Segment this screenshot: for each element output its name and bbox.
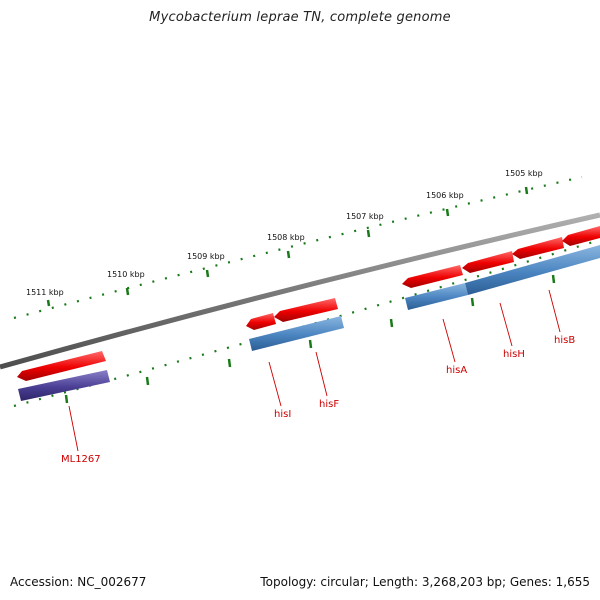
inner-major-tick xyxy=(145,376,150,386)
leader-hisb xyxy=(548,289,561,333)
kbp-label: 1505 kbp xyxy=(505,169,543,178)
inner-major-tick xyxy=(470,297,475,307)
gene-label-hish[interactable]: hisH xyxy=(503,349,525,360)
cds-bars xyxy=(18,245,600,401)
genome-backbone xyxy=(0,212,600,370)
leader-hisf xyxy=(315,351,328,397)
kbp-major-tick xyxy=(524,186,529,195)
cds-bar-his-right-b[interactable] xyxy=(465,245,600,295)
cds-bar-his-left[interactable] xyxy=(249,316,344,351)
leader-ml1267 xyxy=(68,405,79,452)
leader-hisa xyxy=(442,318,456,363)
inner-major-tick xyxy=(227,358,232,368)
kbp-major-tick xyxy=(46,299,51,307)
gene-label-hisi[interactable]: hisI xyxy=(274,409,291,420)
gene-label-hisa[interactable]: hisA xyxy=(446,365,467,376)
gene-arrow-next[interactable] xyxy=(562,226,600,246)
kbp-major-tick xyxy=(445,208,450,217)
kbp-label: 1506 kbp xyxy=(426,191,464,200)
outer-scale-dots xyxy=(13,175,583,320)
gene-label-ml1267[interactable]: ML1267 xyxy=(61,454,101,465)
gene-arrow-hisa[interactable] xyxy=(402,265,463,288)
accession-text: Accession: NC_002677 xyxy=(10,575,147,589)
kbp-label: 1509 kbp xyxy=(187,252,225,261)
leader-hish xyxy=(499,302,513,347)
gene-arrow-hish[interactable] xyxy=(462,251,514,273)
genome-title: Mycobacterium leprae TN, complete genome xyxy=(149,10,451,25)
kbp-label: 1507 kbp xyxy=(346,212,384,221)
leader-hisi xyxy=(268,361,282,407)
gene-arrow-hisf[interactable] xyxy=(274,298,338,322)
gene-arrows xyxy=(17,226,600,381)
cds-bar-his-right-a[interactable] xyxy=(405,283,468,310)
inner-major-tick xyxy=(389,318,394,328)
gene-label-leaders xyxy=(68,289,561,452)
gene-labels: ML1267 hisI hisF hisA hisH hisB xyxy=(61,335,575,465)
inner-major-tick xyxy=(551,274,556,284)
outer-scale: 1511 kbp 1510 kbp 1509 kbp 1508 kbp 1507… xyxy=(13,169,583,320)
gene-label-hisf[interactable]: hisF xyxy=(319,399,339,410)
kbp-label: 1510 kbp xyxy=(107,270,145,279)
inner-major-tick xyxy=(308,339,313,349)
inner-major-tick xyxy=(64,394,69,404)
kbp-label: 1511 kbp xyxy=(26,288,64,297)
kbp-label: 1508 kbp xyxy=(267,233,305,242)
cds-bar-ml1267[interactable] xyxy=(18,370,110,401)
gene-label-hisb[interactable]: hisB xyxy=(554,335,575,346)
kbp-major-tick xyxy=(366,229,371,238)
kbp-major-tick xyxy=(286,250,291,259)
gene-arrow-hisi[interactable] xyxy=(246,313,276,330)
gene-arrow-ml1267[interactable] xyxy=(17,351,106,381)
kbp-major-tick xyxy=(205,269,210,278)
kbp-major-tick xyxy=(125,287,130,296)
genome-stats-text: Topology: circular; Length: 3,268,203 bp… xyxy=(260,575,590,589)
gene-arrow-hisb[interactable] xyxy=(512,237,564,259)
